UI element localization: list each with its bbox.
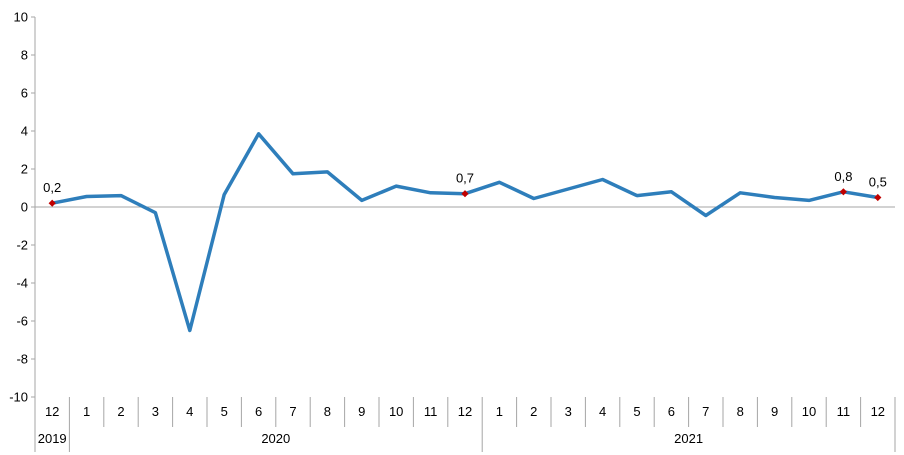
data-point-marker — [839, 188, 847, 196]
x-year-label: 2020 — [261, 431, 290, 446]
y-axis: 10 8 6 4 2 0 -2 -4 -6 -8 -10 — [9, 10, 36, 405]
x-tick-label: 12 — [871, 404, 885, 419]
y-tick-label: 10 — [14, 10, 28, 25]
x-tick-label: 5 — [633, 404, 640, 419]
x-tick-label: 10 — [389, 404, 403, 419]
x-tick-label: 4 — [186, 404, 193, 419]
x-tick-label: 10 — [802, 404, 816, 419]
x-tick-label: 8 — [324, 404, 331, 419]
x-tick-label: 9 — [358, 404, 365, 419]
x-tick-label: 4 — [599, 404, 606, 419]
x-tick-label: 1 — [83, 404, 90, 419]
data-point-marker — [874, 193, 882, 202]
y-tick-label: 6 — [21, 86, 28, 101]
x-tick-label: 2 — [117, 404, 124, 419]
data-point-marker — [48, 199, 56, 207]
data-label: 0,2 — [43, 180, 61, 195]
y-tick-label: 8 — [21, 48, 28, 63]
series-line — [50, 132, 880, 333]
x-tick-label: 1 — [496, 404, 503, 419]
x-tick-label: 11 — [424, 404, 438, 419]
x-tick-label: 6 — [668, 404, 675, 419]
y-tick-label: 2 — [21, 162, 28, 177]
x-year-label: 2019 — [38, 431, 67, 446]
data-point-marker — [461, 190, 469, 198]
y-tick-label: -8 — [16, 352, 28, 367]
x-tick-label: 3 — [565, 404, 572, 419]
y-tick-label: 0 — [21, 200, 28, 215]
x-tick-label: 7 — [289, 404, 296, 419]
y-tick-label: -4 — [16, 276, 28, 291]
x-tick-label: 12 — [45, 404, 59, 419]
data-labels: 0,2 0,7 0,8 0,5 — [43, 169, 887, 195]
data-label: 0,7 — [456, 171, 474, 186]
x-tick-label: 2 — [530, 404, 537, 419]
series-line-group — [50, 132, 880, 333]
y-tick-label: -2 — [16, 238, 28, 253]
data-label: 0,5 — [869, 175, 887, 190]
x-year-label: 2021 — [674, 431, 703, 446]
x-tick-label: 8 — [737, 404, 744, 419]
y-tick-label: -6 — [16, 314, 28, 329]
y-tick-label: 4 — [21, 124, 28, 139]
x-tick-label: 12 — [458, 404, 472, 419]
data-markers — [48, 188, 882, 207]
x-tick-label: 7 — [702, 404, 709, 419]
data-label: 0,8 — [834, 169, 852, 184]
y-tick-label: -10 — [9, 390, 28, 405]
x-tick-label: 5 — [221, 404, 228, 419]
x-tick-label: 6 — [255, 404, 262, 419]
x-tick-label: 9 — [771, 404, 778, 419]
x-tick-label: 11 — [837, 404, 851, 419]
x-tick-label: 3 — [152, 404, 159, 419]
